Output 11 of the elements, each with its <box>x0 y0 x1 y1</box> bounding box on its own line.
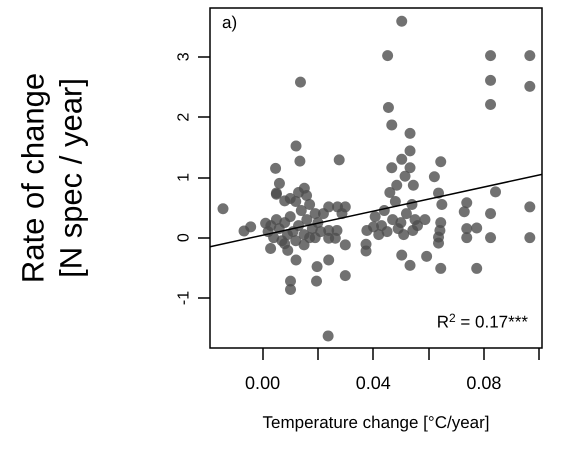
x-axis-title: Temperature change [°C/year] <box>262 413 490 432</box>
y-tick-label: 3 <box>176 52 192 62</box>
x-tick-label: 0.00 <box>245 373 280 393</box>
annotation: a) <box>222 13 238 32</box>
y-tick-label: 1 <box>176 172 192 182</box>
x-tick-label: 0.08 <box>466 373 502 393</box>
x-tick-label: 0.04 <box>356 373 391 393</box>
y-tick-label: 2 <box>176 112 192 122</box>
y-tick-label: -1 <box>176 290 192 306</box>
y-tick-label: 0 <box>176 233 192 242</box>
y-axis-title: Rate of change [N spec / year] <box>16 72 88 284</box>
